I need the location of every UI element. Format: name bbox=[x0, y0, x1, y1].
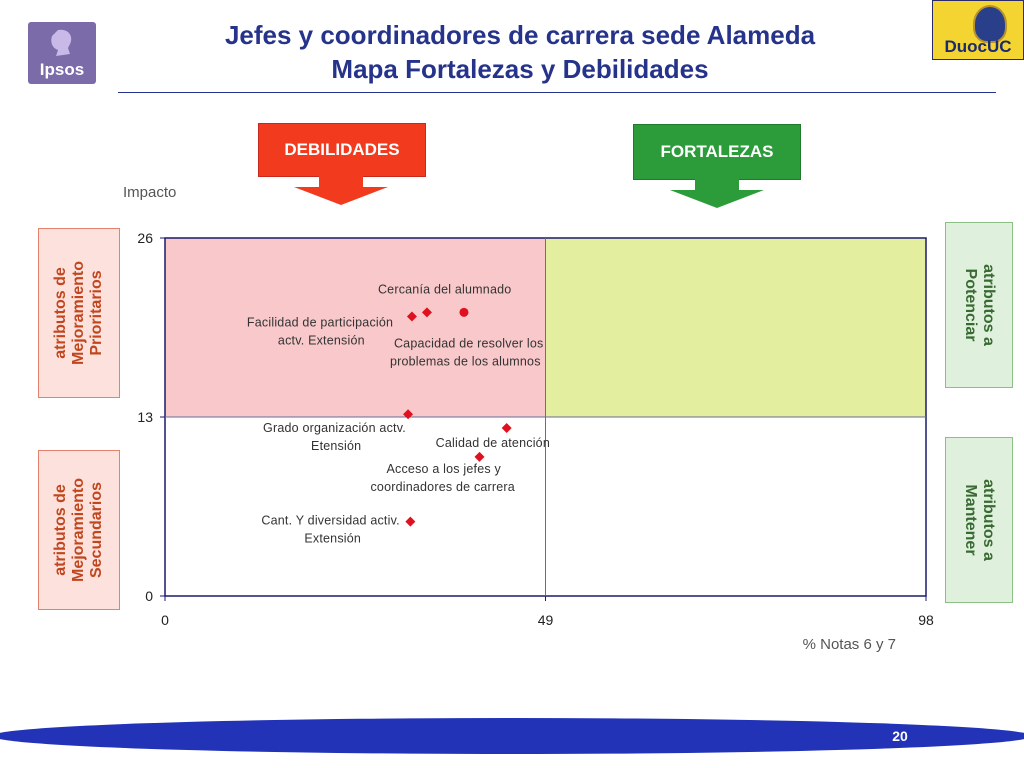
page-number: 20 bbox=[892, 728, 908, 744]
point-label: Grado organización actv. bbox=[263, 421, 406, 435]
y-tick-label: 26 bbox=[137, 230, 153, 246]
point-label: coordinadores de carrera bbox=[370, 480, 514, 494]
point-label: Facilidad de participación bbox=[247, 315, 393, 329]
point-label: Capacidad de resolver los bbox=[394, 336, 544, 350]
data-point bbox=[405, 516, 416, 527]
y-tick-label: 0 bbox=[145, 588, 153, 604]
diamond-marker bbox=[406, 311, 417, 322]
data-point bbox=[406, 311, 417, 322]
side-label-mantener: atributos a Mantener bbox=[945, 437, 1013, 603]
duocuc-logo-text: DuocUC bbox=[944, 37, 1012, 56]
data-point bbox=[403, 409, 414, 420]
quadrant-debilidades bbox=[165, 238, 546, 417]
point-label: Acceso a los jefes y bbox=[386, 462, 501, 476]
footer-bar bbox=[0, 718, 1024, 754]
point-label: problemas de los alumnos bbox=[390, 354, 541, 368]
diamond-marker bbox=[405, 516, 416, 527]
title-divider bbox=[118, 92, 996, 93]
data-point bbox=[501, 423, 512, 434]
data-point bbox=[421, 307, 432, 318]
fortalezas-label: FORTALEZAS bbox=[633, 124, 801, 180]
duocuc-logo: DuocUC bbox=[932, 0, 1024, 60]
side-label-secundarios: atributos de Mejoramiento Secundarios bbox=[38, 450, 120, 610]
ipsos-logo-text: Ipsos bbox=[39, 60, 85, 79]
page-title: Jefes y coordinadores de carrera sede Al… bbox=[224, 20, 816, 50]
circle-marker bbox=[459, 307, 469, 317]
point-label: actv. Extensión bbox=[278, 333, 365, 347]
x-tick-label: 0 bbox=[161, 612, 169, 628]
point-label: Etensión bbox=[311, 439, 361, 453]
point-label: Calidad de atención bbox=[436, 436, 550, 450]
ipsos-logo: Ipsos bbox=[28, 22, 96, 84]
quadrant-fortalezas bbox=[545, 238, 926, 417]
page-subtitle: Mapa Fortalezas y Debilidades bbox=[331, 54, 709, 84]
debilidades-arrow-icon bbox=[294, 175, 388, 205]
fortalezas-arrow-icon bbox=[670, 178, 764, 208]
y-tick-label: 13 bbox=[137, 409, 153, 425]
x-tick-label: 98 bbox=[918, 612, 934, 628]
diamond-marker bbox=[501, 423, 512, 434]
debilidades-label: DEBILIDADES bbox=[258, 123, 426, 177]
head-silhouette-icon bbox=[51, 29, 72, 56]
diamond-marker bbox=[474, 451, 485, 462]
diamond-marker bbox=[403, 409, 414, 420]
data-point bbox=[459, 307, 469, 317]
side-label-prioritarios: atributos de Mejoramiento Prioritarios bbox=[38, 228, 120, 398]
point-label: Cercanía del alumnado bbox=[378, 282, 511, 296]
y-axis-title: Impacto bbox=[123, 184, 176, 201]
point-label: Extensión bbox=[304, 532, 361, 546]
diamond-marker bbox=[421, 307, 432, 318]
crest-icon bbox=[973, 5, 1007, 43]
data-point bbox=[474, 451, 485, 462]
x-tick-label: 49 bbox=[538, 612, 554, 628]
scatter-chart: 0 13 26 0 49 98 Impacto % Notas 6 y 7 Cercanía d… bbox=[123, 184, 934, 653]
side-label-potenciar: atributos a Potenciar bbox=[945, 222, 1013, 388]
x-axis-title: % Notas 6 y 7 bbox=[803, 636, 896, 653]
point-label: Cant. Y diversidad activ. bbox=[261, 514, 399, 528]
